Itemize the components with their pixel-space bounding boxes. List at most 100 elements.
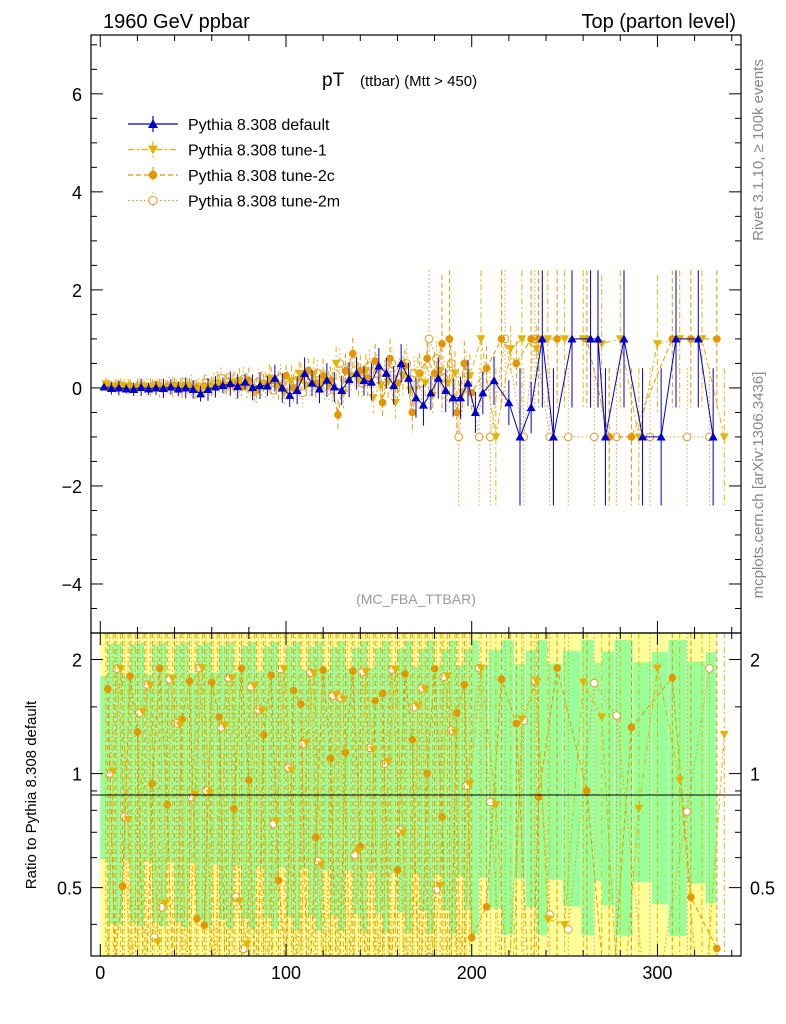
ratio-tick-label: 1: [72, 765, 82, 785]
point-marker: [597, 713, 607, 722]
point-marker: [376, 381, 386, 390]
point-marker: [103, 685, 112, 693]
point-marker: [497, 675, 506, 684]
ratio-band-inner: [687, 661, 706, 884]
point-marker: [337, 385, 347, 394]
ratio-band-inner: [159, 643, 167, 927]
x-tick-label: 100: [271, 963, 301, 983]
point-marker: [311, 833, 320, 842]
point-marker: [331, 359, 341, 368]
x-tick-label: 0: [95, 963, 105, 983]
point-marker: [197, 664, 207, 673]
point-marker: [682, 807, 692, 816]
point-marker: [297, 700, 305, 708]
point-marker: [155, 664, 164, 672]
point-marker: [563, 432, 573, 442]
ratio-band-inner: [323, 669, 330, 870]
point-marker: [408, 408, 417, 417]
ratio-band-inner: [308, 646, 316, 917]
point-marker: [343, 1000, 351, 1008]
point-marker: [506, 345, 516, 354]
ratio-band-inner: [144, 674, 152, 862]
point-marker: [453, 709, 461, 717]
point-marker: [148, 145, 158, 155]
point-marker: [438, 339, 446, 348]
point-marker: [543, 335, 553, 344]
point-marker: [175, 721, 185, 730]
ratio-band-inner: [562, 650, 581, 907]
point-marker: [123, 816, 133, 825]
point-marker: [235, 897, 245, 906]
legend-label: Pythia 8.308 tune-2m: [188, 194, 340, 211]
point-marker: [527, 335, 535, 343]
main-series: [99, 270, 729, 506]
ratio-line: [107, 667, 718, 956]
point-marker: [158, 383, 168, 393]
point-marker: [108, 767, 118, 776]
point-marker: [277, 383, 287, 392]
point-marker: [454, 432, 464, 442]
point-marker: [287, 766, 297, 775]
ratio-band-inner: [130, 644, 137, 924]
ratio-tick-label: 0.5: [57, 879, 82, 899]
ratio-band-inner: [633, 662, 652, 883]
point-marker: [600, 432, 610, 441]
ratio-band-inner: [419, 648, 427, 912]
analysis-label: (MC_FBA_TTBAR): [356, 591, 476, 607]
point-marker: [443, 379, 453, 388]
ratio-band-inner: [182, 642, 189, 928]
point-marker: [173, 384, 183, 393]
point-marker: [583, 786, 591, 795]
ratio-band-inner: [241, 645, 249, 920]
series-default: [99, 270, 718, 506]
ratio-band-inner: [122, 675, 130, 861]
ratio-band-inner: [404, 640, 412, 933]
point-marker: [196, 389, 206, 398]
point-marker: [347, 1006, 356, 1014]
ratio-band-inner: [464, 649, 472, 910]
point-marker: [352, 368, 362, 377]
series-tune1: [101, 270, 729, 506]
point-marker: [526, 403, 536, 412]
header-left: 1960 GeV ppbar: [103, 11, 250, 33]
ratio-band-inner: [434, 666, 442, 876]
point-marker: [450, 728, 460, 737]
point-marker: [257, 707, 267, 716]
point-marker: [517, 335, 527, 344]
point-marker: [118, 882, 127, 891]
ratio-band-inner: [211, 672, 219, 865]
point-marker: [391, 399, 401, 408]
point-marker: [193, 914, 201, 923]
point-marker: [652, 664, 662, 673]
point-marker: [378, 398, 387, 407]
point-marker: [289, 686, 298, 695]
point-marker: [491, 433, 501, 442]
point-marker: [668, 673, 677, 682]
point-marker: [359, 376, 369, 385]
point-marker: [349, 349, 357, 358]
ratio-ylabel: Ratio to Pythia 8.308 default: [23, 700, 40, 889]
ratio-band-inner: [256, 671, 264, 867]
ratio-band-inner: [456, 665, 464, 877]
point-marker: [675, 776, 685, 785]
point-marker: [386, 979, 394, 987]
point-marker: [237, 664, 246, 673]
point-marker: [366, 377, 376, 386]
ratio-band-inner: [352, 647, 360, 915]
legend: Pythia 8.308 default Pythia 8.308 tune-1 P…: [128, 116, 340, 211]
ratio-band-inner: [189, 673, 197, 864]
point-marker: [482, 364, 491, 373]
point-marker: [424, 952, 434, 956]
point-marker: [301, 738, 311, 747]
point-marker: [99, 382, 109, 391]
point-marker: [272, 817, 282, 826]
point-marker: [708, 432, 718, 441]
point-marker: [220, 722, 230, 731]
ratio-band-inner: [390, 667, 397, 874]
point-marker: [292, 385, 302, 394]
y-tick-label: 2: [72, 281, 82, 301]
ratio-band-inner: [293, 641, 301, 931]
point-marker: [467, 933, 476, 942]
point-marker: [361, 667, 371, 677]
